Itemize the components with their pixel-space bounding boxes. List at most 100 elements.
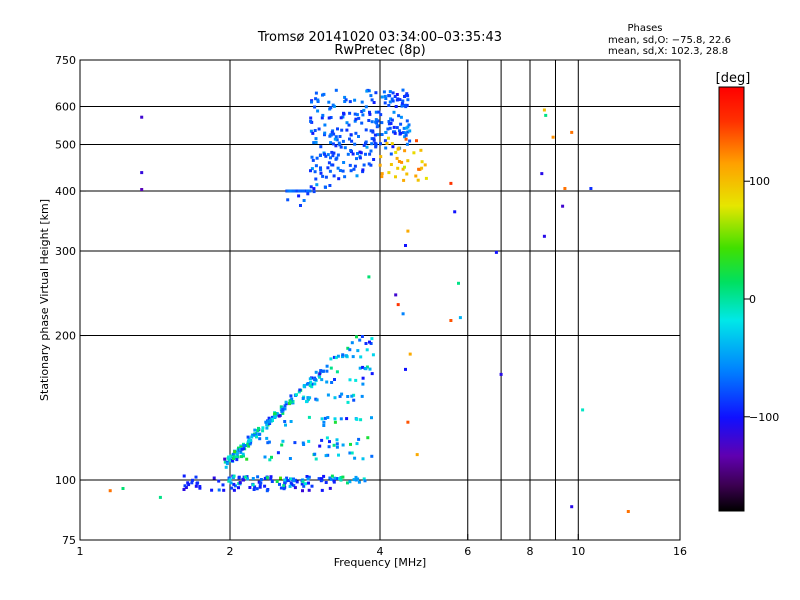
trace-point [374, 91, 378, 95]
trace-point [344, 98, 348, 102]
trace-point [358, 338, 362, 342]
trace-point [288, 457, 292, 460]
trace-point [232, 488, 236, 492]
trace-point [367, 119, 371, 122]
trace-point [360, 121, 364, 125]
trace-point [361, 113, 365, 117]
trace-point [323, 133, 326, 137]
trace-point [273, 415, 277, 419]
trace-point [368, 110, 371, 114]
trace-point [401, 167, 405, 171]
trace-point [261, 426, 265, 430]
trace-point [301, 397, 305, 400]
trace-point [353, 142, 357, 146]
trace-point [263, 484, 267, 488]
trace-point [278, 482, 281, 486]
trace-point [355, 157, 358, 161]
trace-point [335, 445, 339, 449]
trace-point [414, 174, 418, 178]
trace-point [232, 457, 235, 460]
trace-point [264, 420, 268, 424]
trace-point [349, 442, 352, 446]
trace-point [339, 478, 343, 482]
trace-point [364, 128, 368, 132]
data-point [108, 489, 112, 493]
trace-point [288, 484, 292, 488]
colorbar-tick-label: 0 [749, 293, 756, 306]
trace-point [351, 152, 355, 156]
trace-point [419, 148, 423, 152]
y-tick-label: 400 [55, 185, 76, 198]
trace-point [314, 370, 318, 374]
trace-point [370, 142, 374, 146]
trace-point [384, 146, 388, 150]
trace-point [355, 335, 358, 339]
trace-point [312, 190, 316, 194]
trace-point [329, 116, 333, 119]
trace-point [310, 484, 314, 488]
trace-point [353, 98, 357, 102]
trace-point [339, 116, 343, 120]
trace-point [420, 166, 424, 170]
trace-point [285, 476, 289, 480]
trace-point [383, 139, 387, 143]
trace-point [314, 137, 318, 141]
trace-point [329, 106, 333, 110]
trace-point [326, 153, 330, 157]
trace-point [336, 153, 340, 157]
trace-point [355, 417, 359, 421]
trace-point [292, 479, 296, 483]
trace-point [306, 189, 309, 193]
trace-point [341, 169, 345, 173]
trace-point [335, 370, 339, 374]
trace-point [387, 122, 391, 126]
trace-point [280, 443, 284, 447]
trace-point [406, 130, 410, 134]
trace-point [321, 93, 324, 97]
trace-point [323, 152, 326, 156]
trace-point [380, 121, 384, 125]
chart-title: Tromsø 20141020 03:34:00–03:35:43 [257, 30, 502, 45]
trace-point [195, 481, 199, 485]
trace-point [300, 482, 304, 486]
trace-point [273, 412, 277, 416]
trace-point [383, 94, 387, 98]
colorbar [718, 86, 745, 512]
trace-point [356, 152, 359, 155]
data-point [570, 130, 574, 134]
data-point [458, 316, 462, 320]
trace-point [312, 141, 316, 145]
trace-point [265, 489, 269, 493]
trace-point [361, 376, 365, 380]
trace-point [183, 484, 187, 488]
trace-point [330, 130, 334, 134]
trace-point [241, 452, 245, 456]
trace-point [354, 131, 358, 135]
trace-point [256, 429, 260, 433]
trace-point [302, 199, 306, 202]
trace-point [363, 479, 367, 483]
trace-point [319, 145, 323, 149]
trace-point [305, 400, 308, 404]
trace-point [330, 381, 334, 384]
trace-point [228, 455, 232, 459]
trace-point [370, 137, 374, 141]
trace-point [324, 185, 327, 189]
phases-heading: Phases [627, 23, 662, 34]
trace-point [329, 477, 333, 481]
trace-point [368, 112, 372, 116]
trace-point [339, 145, 343, 149]
trace-point [266, 441, 270, 445]
trace-point [331, 154, 335, 158]
data-point [561, 204, 565, 208]
trace-point [372, 158, 376, 161]
trace-point [405, 92, 409, 96]
trace-point [308, 396, 312, 400]
trace-point [319, 369, 323, 373]
trace-point [259, 481, 263, 485]
trace-point [327, 116, 331, 120]
trace-point [319, 168, 323, 172]
chart-grid [80, 60, 680, 540]
trace-point [281, 411, 285, 415]
trace-point [284, 423, 287, 427]
